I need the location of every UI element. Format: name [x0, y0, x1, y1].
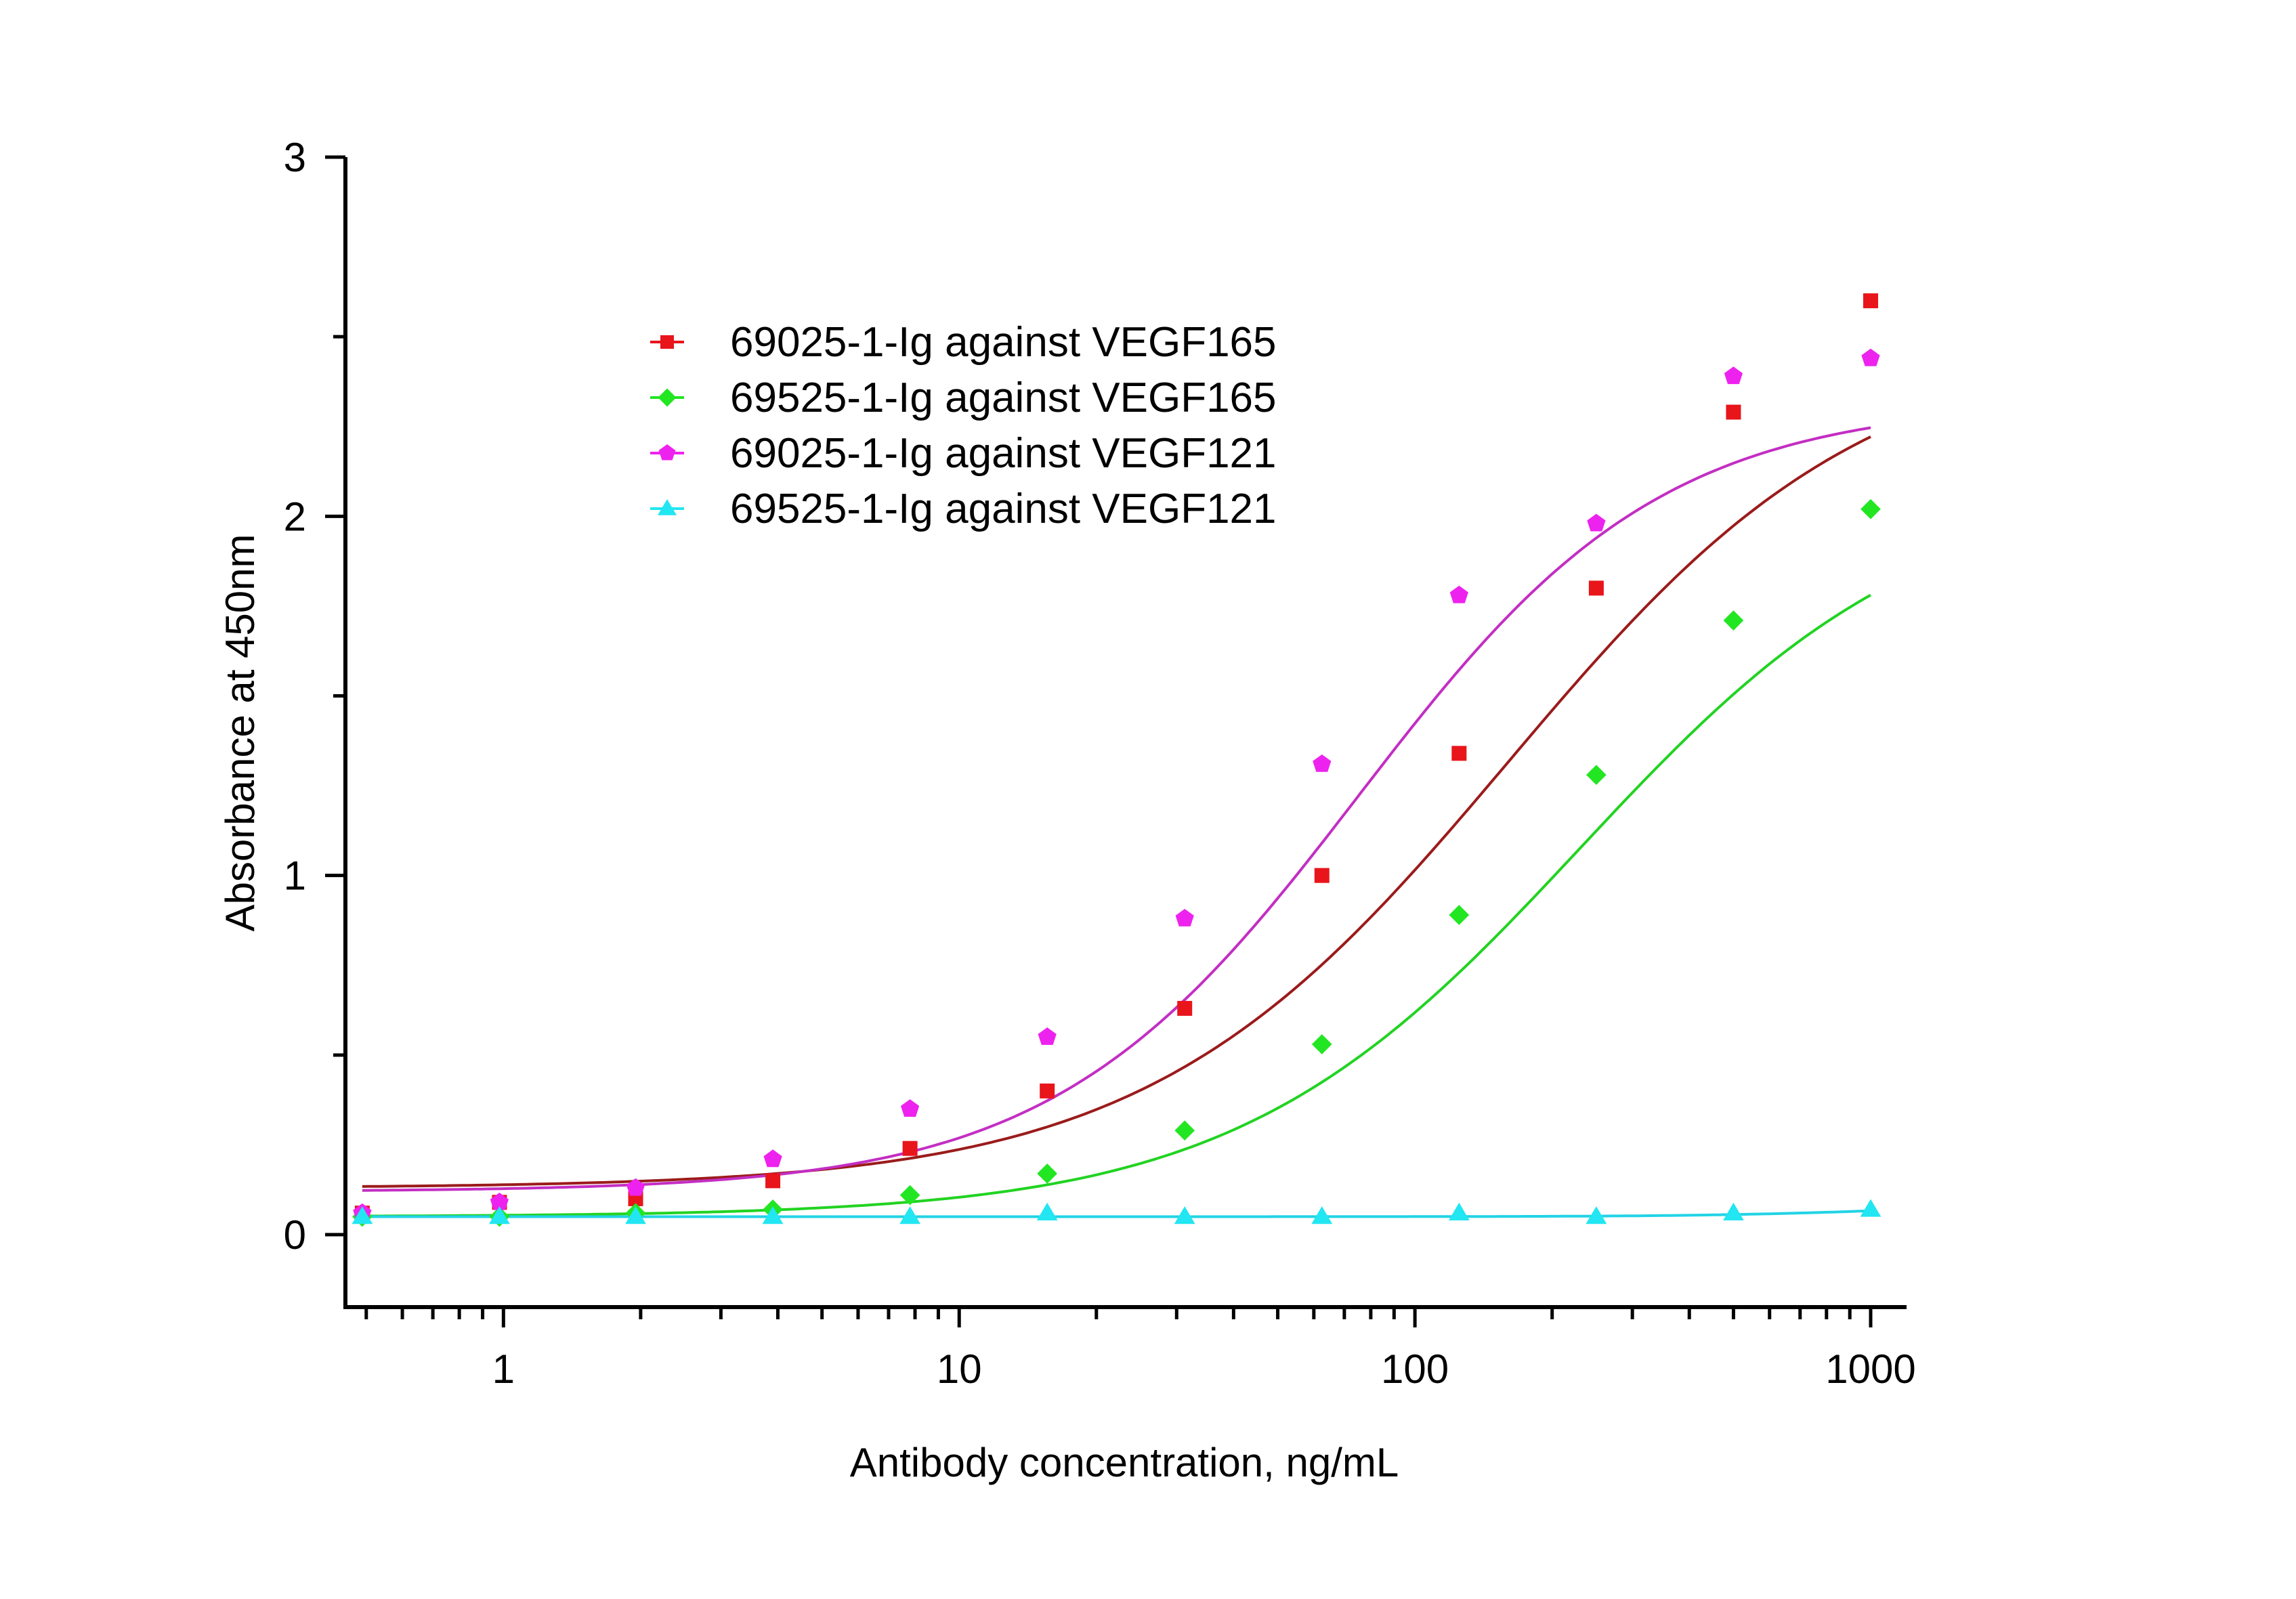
y-tick-label: 0 [284, 1212, 306, 1258]
data-point [1861, 498, 1881, 519]
legend-marker [658, 499, 677, 515]
legend-label: 69525-1-Ig against VEGF165 [730, 375, 1277, 421]
data-point [1723, 610, 1744, 631]
data-point [1448, 1202, 1470, 1220]
legend: 69025-1-Ig against VEGF165 69525-1-Ig aga… [650, 319, 1277, 532]
legend-marker [658, 388, 677, 407]
data-point [1177, 1000, 1193, 1016]
axes: 0 1 2 3 1 10 100 1000 [284, 135, 1916, 1392]
data-point [1040, 1083, 1055, 1099]
data-point [1449, 585, 1468, 603]
data-points [352, 293, 1882, 1227]
legend-marker [660, 335, 674, 349]
fit-curves [362, 426, 1871, 1218]
data-point [762, 1206, 784, 1224]
fit-curve [362, 435, 1871, 1188]
data-point [765, 1173, 781, 1189]
y-tick-label: 3 [284, 135, 306, 180]
data-point [899, 1185, 920, 1206]
data-point [1587, 513, 1606, 532]
x-axis-title: Antibody concentration, ng/mL [850, 1440, 1399, 1485]
x-tick-label: 100 [1381, 1346, 1449, 1392]
data-point [1726, 404, 1741, 420]
fit-curve [362, 1209, 1871, 1218]
data-point [1174, 1206, 1195, 1224]
data-point [626, 1178, 645, 1196]
data-point [1311, 1034, 1332, 1054]
data-point [1449, 905, 1470, 925]
x-tick-label: 1000 [1825, 1346, 1915, 1392]
x-tick-label: 1 [492, 1346, 515, 1392]
data-point [490, 1193, 509, 1210]
legend-label: 69025-1-Ig against VEGF121 [730, 430, 1277, 477]
data-point [1723, 1202, 1744, 1220]
y-tick-label: 2 [284, 494, 306, 539]
data-point [352, 1206, 373, 1224]
data-point [1861, 348, 1880, 366]
data-point [1863, 293, 1878, 309]
fit-curve [362, 426, 1871, 1192]
data-point [1038, 1027, 1057, 1045]
data-point [1588, 580, 1604, 596]
data-point [625, 1206, 646, 1224]
data-point [1586, 765, 1607, 786]
legend-label: 69525-1-Ig against VEGF121 [730, 486, 1277, 532]
data-point [763, 1149, 782, 1168]
y-tick-label: 1 [284, 853, 306, 899]
legend-label: 69025-1-Ig against VEGF165 [730, 319, 1277, 366]
data-point [1314, 868, 1330, 883]
data-point [901, 1099, 920, 1117]
legend-marker [658, 444, 676, 461]
fit-curve [362, 593, 1871, 1218]
data-point [1175, 909, 1194, 926]
y-axis-title: Absorbance at 450nm [217, 534, 263, 931]
data-point [1451, 746, 1467, 761]
data-point [1860, 1199, 1882, 1217]
data-point [1724, 366, 1743, 385]
data-point [899, 1206, 921, 1224]
data-point [489, 1206, 510, 1224]
data-point [1586, 1206, 1607, 1224]
data-point [1037, 1163, 1058, 1184]
data-point [1313, 754, 1332, 772]
data-point [1036, 1202, 1058, 1220]
data-point [1311, 1206, 1333, 1224]
x-tick-label: 10 [937, 1346, 982, 1392]
data-point [1174, 1120, 1195, 1141]
data-point [902, 1140, 918, 1156]
